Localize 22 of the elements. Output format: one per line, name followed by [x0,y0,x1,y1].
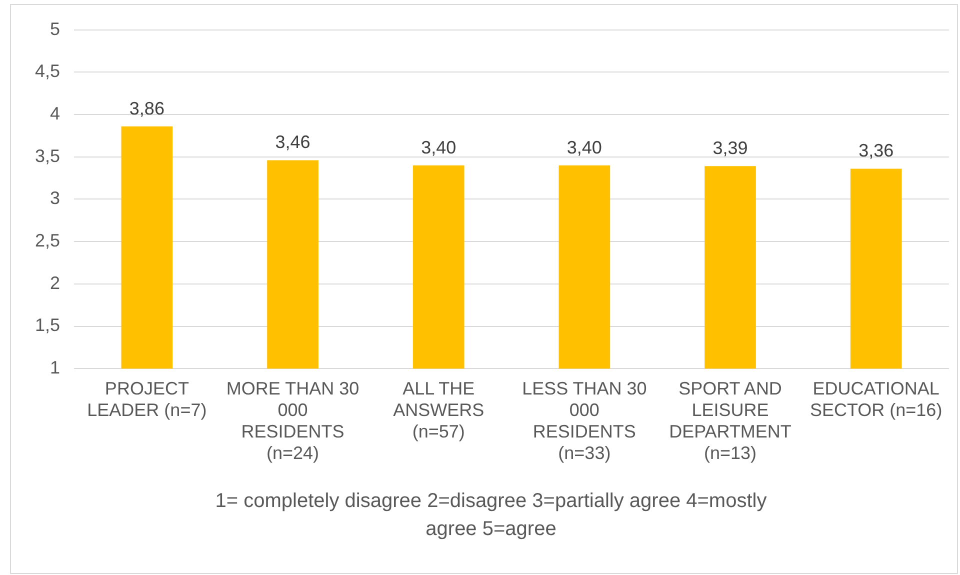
data-label: 3,39 [712,138,748,158]
y-tick-label: 3 [50,188,60,208]
data-label: 3,86 [129,98,164,118]
y-tick-label: 4 [50,103,60,124]
data-label: 3,40 [566,137,602,158]
x-tick-label: ALL THE ANSWERS (n=57) [393,378,484,442]
data-label: 3,40 [421,137,456,158]
x-tick-label: EDUCATIONAL SECTOR (n=16) [810,378,942,420]
y-tick-label: 3,5 [34,146,60,166]
x-tick-label: PROJECT LEADER (n=7) [87,378,207,420]
data-label: 3,36 [858,140,894,161]
x-tick-label: SPORT AND LEISURE DEPARTMENT (n=13) [669,378,792,464]
y-tick-label: 1,5 [34,315,60,336]
y-tick-label: 2,5 [34,230,60,251]
text: 1= completely disagree 2=disagree 3=partially agree 4=mostly agree 5=agree [214,489,768,542]
x-tick-label: LESS THAN 30 000 RESIDENTS (n=33) [522,378,647,464]
y-tick-label: 1 [50,358,60,378]
x-tick-label: MORE THAN 30 000 RESIDENTS (n=24) [226,378,360,464]
y-tick-label: 2 [50,272,60,293]
data-label: 3,46 [275,132,310,152]
y-tick-label: 4,5 [34,61,60,82]
y-tick-label: 5 [50,18,60,39]
